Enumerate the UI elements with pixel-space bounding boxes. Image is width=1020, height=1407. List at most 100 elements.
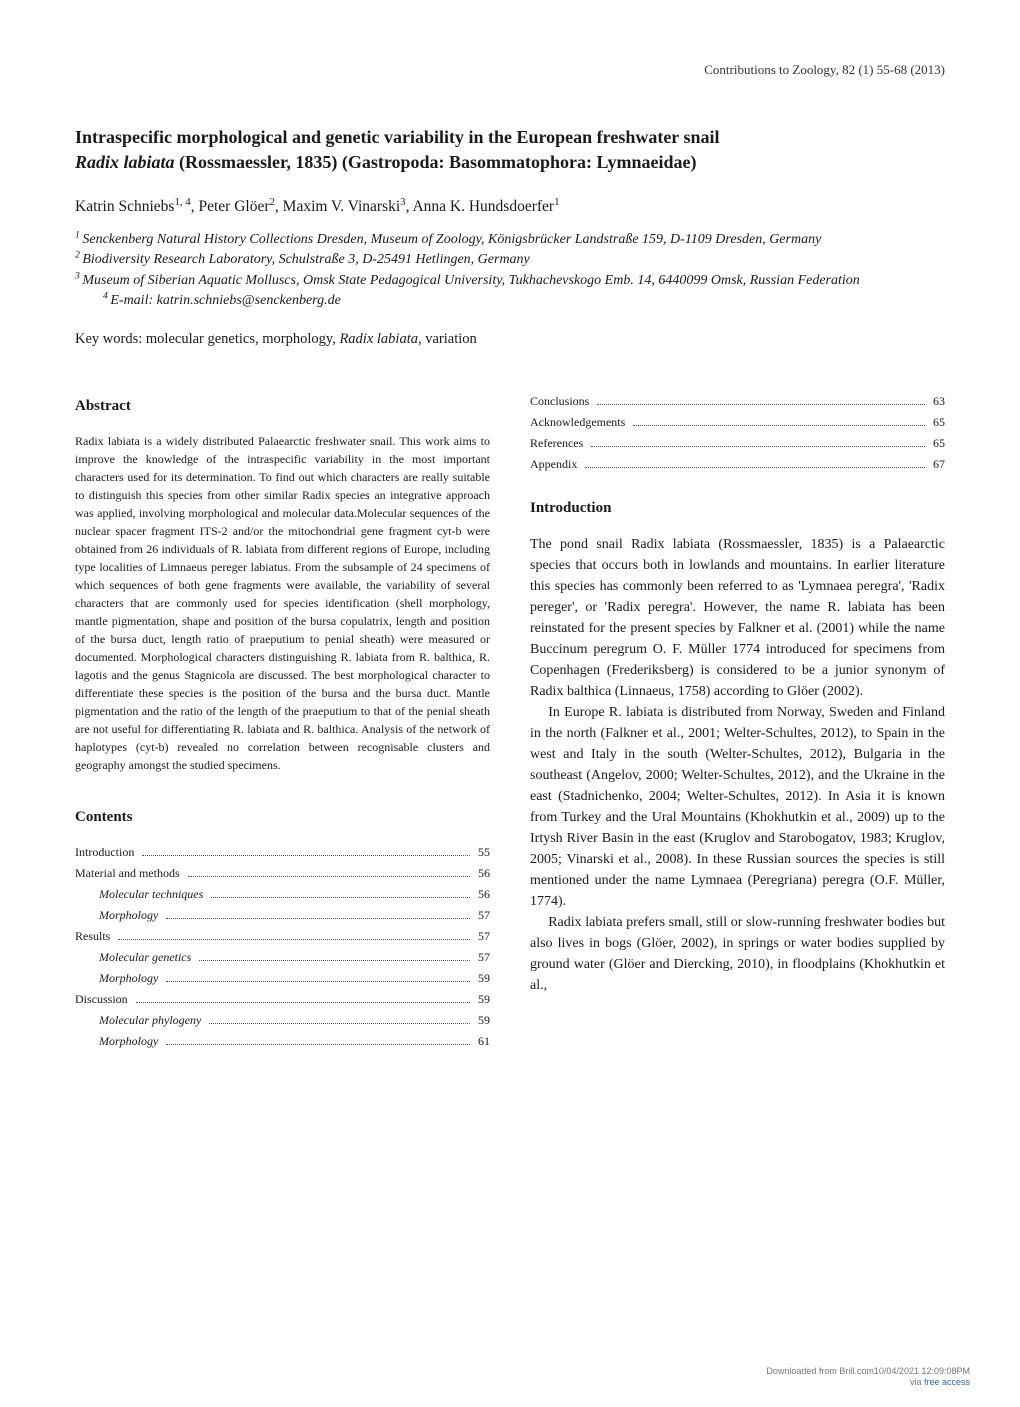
- toc-label: Acknowledgements: [530, 412, 629, 433]
- aff3-text: Museum of Siberian Aquatic Molluscs, Oms…: [82, 273, 859, 288]
- toc-leader: [118, 932, 470, 940]
- toc-right: Conclusions 63Acknowledgements 65Referen…: [530, 391, 945, 475]
- toc-page: 55: [474, 842, 490, 863]
- toc-row: Discussion 59: [75, 989, 490, 1010]
- author-4-sup: 1: [554, 196, 559, 208]
- toc-leader: [633, 418, 925, 426]
- toc-leader: [209, 1016, 470, 1024]
- aff2-text: Biodiversity Research Laboratory, Schuls…: [82, 252, 529, 267]
- toc-label: Molecular phylogeny: [75, 1010, 205, 1031]
- author-1: Katrin Schniebs: [75, 198, 174, 215]
- footer-via: via: [910, 1377, 924, 1387]
- affiliation-1: 1 Senckenberg Natural History Collection…: [75, 230, 945, 250]
- title-species: Radix labiata: [75, 152, 175, 172]
- toc-row: Molecular phylogeny 59: [75, 1010, 490, 1031]
- toc-row: Morphology 61: [75, 1031, 490, 1052]
- toc-label: Morphology: [75, 1031, 162, 1052]
- toc-leader: [199, 953, 470, 961]
- keywords-post: , variation: [418, 331, 477, 347]
- toc-page: 57: [474, 947, 490, 968]
- toc-left: Introduction 55Material and methods 56Mo…: [75, 842, 490, 1052]
- author-1-sup: 1, 4: [174, 196, 190, 208]
- abstract-heading: Abstract: [75, 395, 490, 418]
- toc-row: Conclusions 63: [530, 391, 945, 412]
- toc-leader: [597, 397, 925, 405]
- toc-page: 56: [474, 884, 490, 905]
- intro-body: The pond snail Radix labiata (Rossmaessl…: [530, 534, 945, 996]
- toc-page: 57: [474, 905, 490, 926]
- toc-label: Conclusions: [530, 391, 593, 412]
- toc-row: Appendix 67: [530, 454, 945, 475]
- toc-label: Morphology: [75, 905, 162, 926]
- toc-label: Introduction: [75, 842, 138, 863]
- footer-line2: via free access: [766, 1377, 970, 1389]
- toc-row: Molecular genetics 57: [75, 947, 490, 968]
- toc-label: Discussion: [75, 989, 132, 1010]
- keywords-species: Radix labiata: [339, 331, 418, 347]
- toc-leader: [591, 439, 925, 447]
- toc-label: Results: [75, 926, 114, 947]
- keywords-pre: molecular genetics, morphology,: [146, 331, 340, 347]
- toc-leader: [211, 890, 470, 898]
- right-column: Conclusions 63Acknowledgements 65Referen…: [530, 391, 945, 1074]
- footer-free-access-link[interactable]: free access: [924, 1377, 970, 1387]
- title-line1: Intraspecific morphological and genetic …: [75, 127, 720, 147]
- toc-row: Acknowledgements 65: [530, 412, 945, 433]
- toc-label: Molecular genetics: [75, 947, 195, 968]
- toc-page: 61: [474, 1031, 490, 1052]
- toc-label: Molecular techniques: [75, 884, 207, 905]
- toc-row: References 65: [530, 433, 945, 454]
- affiliation-3: 3 Museum of Siberian Aquatic Molluscs, O…: [75, 271, 945, 291]
- toc-label: Material and methods: [75, 863, 184, 884]
- toc-page: 67: [929, 454, 945, 475]
- toc-row: Results 57: [75, 926, 490, 947]
- toc-leader: [166, 974, 470, 982]
- toc-label: Appendix: [530, 454, 581, 475]
- keywords: Key words: molecular genetics, morpholog…: [75, 329, 945, 351]
- affiliation-2: 2 Biodiversity Research Laboratory, Schu…: [75, 250, 945, 270]
- toc-row: Morphology 57: [75, 905, 490, 926]
- two-column-layout: Abstract Radix labiata is a widely distr…: [75, 391, 945, 1074]
- intro-p2: In Europe R. labiata is distributed from…: [530, 702, 945, 912]
- intro-p1: The pond snail Radix labiata (Rossmaessl…: [530, 534, 945, 702]
- toc-page: 63: [929, 391, 945, 412]
- toc-page: 59: [474, 1010, 490, 1031]
- toc-row: Molecular techniques 56: [75, 884, 490, 905]
- toc-leader: [166, 911, 470, 919]
- toc-page: 65: [929, 412, 945, 433]
- intro-heading: Introduction: [530, 497, 945, 520]
- affiliations: 1 Senckenberg Natural History Collection…: [75, 230, 945, 311]
- download-footer: Downloaded from Brill.com10/04/2021 12:0…: [766, 1366, 970, 1389]
- author-4: , Anna K. Hundsdoerfer: [406, 198, 555, 215]
- toc-label: References: [530, 433, 587, 454]
- corresponding-email: 4 E-mail: katrin.schniebs@senckenberg.de: [75, 291, 945, 311]
- contents-heading: Contents: [75, 806, 490, 829]
- toc-leader: [188, 869, 470, 877]
- left-column: Abstract Radix labiata is a widely distr…: [75, 391, 490, 1074]
- keywords-label: Key words:: [75, 331, 146, 347]
- aff4-text: E-mail: katrin.schniebs@senckenberg.de: [110, 293, 340, 308]
- toc-row: Material and methods 56: [75, 863, 490, 884]
- abstract-body: Radix labiata is a widely distributed Pa…: [75, 432, 490, 774]
- aff1-text: Senckenberg Natural History Collections …: [82, 232, 821, 247]
- author-list: Katrin Schniebs1, 4, Peter Glöer2, Maxim…: [75, 195, 945, 218]
- toc-leader: [136, 995, 470, 1003]
- toc-page: 59: [474, 968, 490, 989]
- author-2: , Peter Glöer: [191, 198, 270, 215]
- intro-p3: Radix labiata prefers small, still or sl…: [530, 912, 945, 996]
- title-line2-post: (Rossmaessler, 1835) (Gastropoda: Basomm…: [175, 152, 697, 172]
- toc-row: Morphology 59: [75, 968, 490, 989]
- toc-page: 56: [474, 863, 490, 884]
- toc-row: Introduction 55: [75, 842, 490, 863]
- author-3: , Maxim V. Vinarski: [275, 198, 400, 215]
- toc-leader: [585, 460, 925, 468]
- toc-leader: [166, 1037, 470, 1045]
- toc-label: Morphology: [75, 968, 162, 989]
- running-header: Contributions to Zoology, 82 (1) 55-68 (…: [75, 60, 945, 80]
- toc-leader: [142, 848, 470, 856]
- footer-line1: Downloaded from Brill.com10/04/2021 12:0…: [766, 1366, 970, 1378]
- article-title: Intraspecific morphological and genetic …: [75, 125, 945, 175]
- toc-page: 59: [474, 989, 490, 1010]
- toc-page: 65: [929, 433, 945, 454]
- toc-page: 57: [474, 926, 490, 947]
